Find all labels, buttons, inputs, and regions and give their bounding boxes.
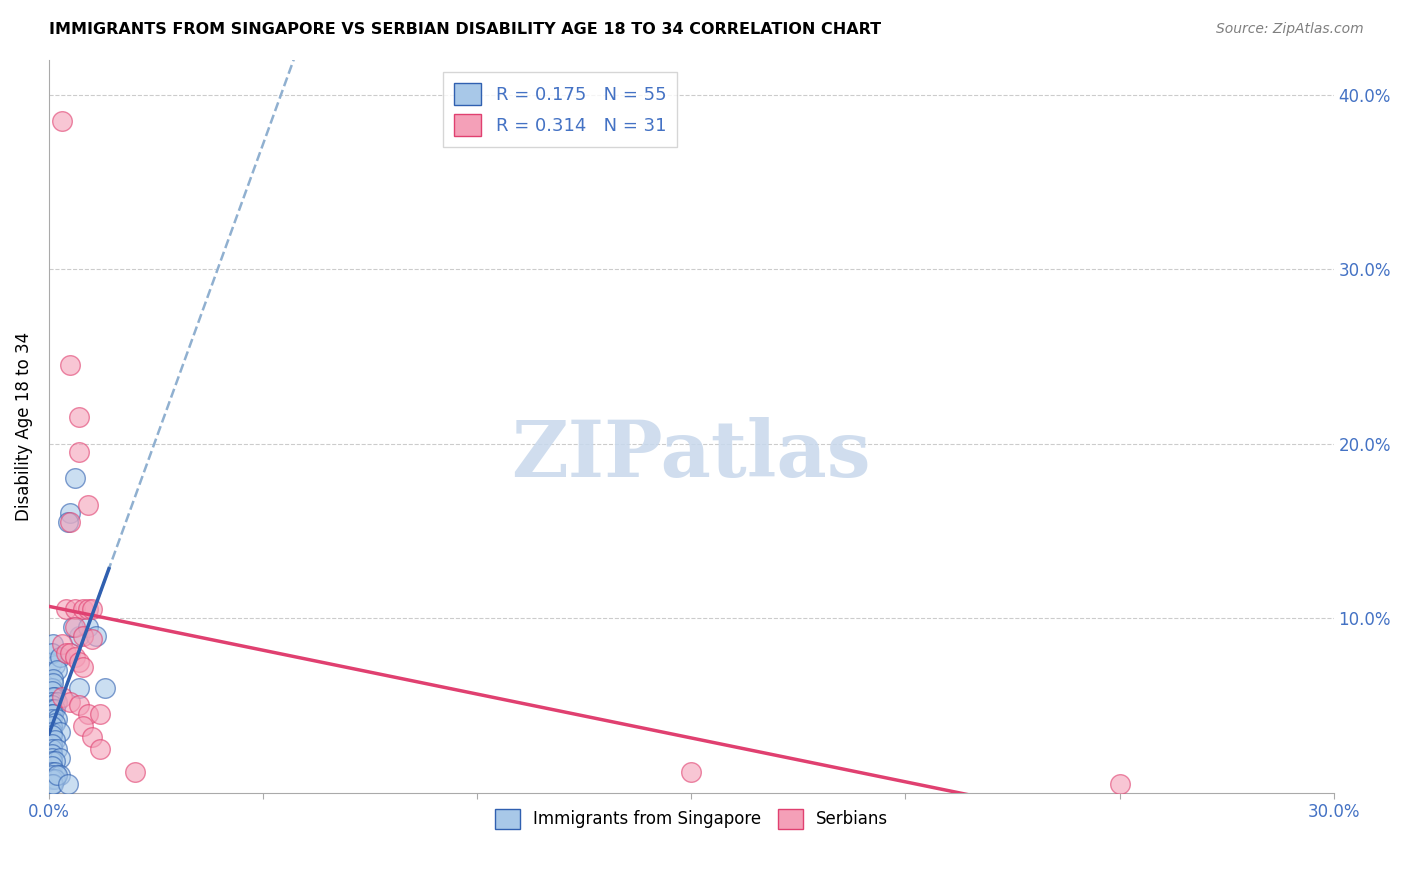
Point	[1108, 777, 1130, 791]
Point	[41, 724, 63, 739]
Point	[76, 498, 98, 512]
Point	[42, 777, 65, 791]
Point	[63, 602, 86, 616]
Point	[45, 712, 67, 726]
Point	[41, 742, 63, 756]
Point	[44, 702, 66, 716]
Point	[63, 649, 86, 664]
Point	[44, 733, 66, 747]
Point	[67, 410, 90, 425]
Point	[41, 655, 63, 669]
Point	[44, 772, 66, 786]
Point	[41, 707, 63, 722]
Point	[44, 715, 66, 730]
Point	[45, 695, 67, 709]
Point	[51, 637, 73, 651]
Point	[41, 712, 63, 726]
Point	[44, 764, 66, 779]
Point	[48, 768, 70, 782]
Point	[67, 681, 90, 695]
Point	[41, 754, 63, 768]
Point	[80, 730, 103, 744]
Point	[42, 637, 65, 651]
Point	[48, 649, 70, 664]
Point	[72, 602, 94, 616]
Point	[45, 768, 67, 782]
Point	[44, 754, 66, 768]
Point	[42, 675, 65, 690]
Point	[76, 620, 98, 634]
Point	[58, 515, 80, 529]
Point	[93, 681, 115, 695]
Point	[48, 724, 70, 739]
Text: ZIPatlas: ZIPatlas	[512, 417, 872, 493]
Point	[89, 707, 111, 722]
Point	[55, 602, 77, 616]
Text: Source: ZipAtlas.com: Source: ZipAtlas.com	[1216, 22, 1364, 37]
Point	[72, 629, 94, 643]
Point	[59, 507, 82, 521]
Point	[72, 719, 94, 733]
Point	[51, 690, 73, 704]
Point	[55, 646, 77, 660]
Point	[41, 759, 63, 773]
Point	[84, 629, 107, 643]
Point	[76, 602, 98, 616]
Point	[67, 629, 90, 643]
Point	[41, 747, 63, 762]
Point	[58, 777, 80, 791]
Point	[45, 742, 67, 756]
Point	[41, 768, 63, 782]
Point	[72, 660, 94, 674]
Point	[63, 471, 86, 485]
Point	[44, 658, 66, 673]
Point	[63, 620, 86, 634]
Point	[59, 646, 82, 660]
Point	[76, 707, 98, 722]
Point	[124, 764, 146, 779]
Point	[41, 681, 63, 695]
Point	[41, 695, 63, 709]
Point	[89, 742, 111, 756]
Point	[41, 646, 63, 660]
Point	[45, 664, 67, 678]
Point	[48, 750, 70, 764]
Point	[41, 737, 63, 751]
Point	[59, 358, 82, 372]
Point	[42, 672, 65, 686]
Point	[44, 690, 66, 704]
Point	[41, 728, 63, 742]
Point	[41, 750, 63, 764]
Point	[41, 777, 63, 791]
Point	[80, 602, 103, 616]
Point	[42, 690, 65, 704]
Point	[80, 632, 103, 646]
Point	[59, 515, 82, 529]
Point	[681, 764, 703, 779]
Point	[41, 684, 63, 698]
Point	[41, 772, 63, 786]
Point	[67, 445, 90, 459]
Point	[42, 707, 65, 722]
Point	[41, 698, 63, 713]
Point	[59, 695, 82, 709]
Point	[41, 702, 63, 716]
Text: IMMIGRANTS FROM SINGAPORE VS SERBIAN DISABILITY AGE 18 TO 34 CORRELATION CHART: IMMIGRANTS FROM SINGAPORE VS SERBIAN DIS…	[49, 22, 882, 37]
Point	[67, 655, 90, 669]
Y-axis label: Disability Age 18 to 34: Disability Age 18 to 34	[15, 332, 32, 521]
Point	[67, 698, 90, 713]
Point	[41, 719, 63, 733]
Point	[62, 620, 84, 634]
Point	[51, 113, 73, 128]
Point	[41, 764, 63, 779]
Legend: Immigrants from Singapore, Serbians: Immigrants from Singapore, Serbians	[488, 802, 894, 836]
